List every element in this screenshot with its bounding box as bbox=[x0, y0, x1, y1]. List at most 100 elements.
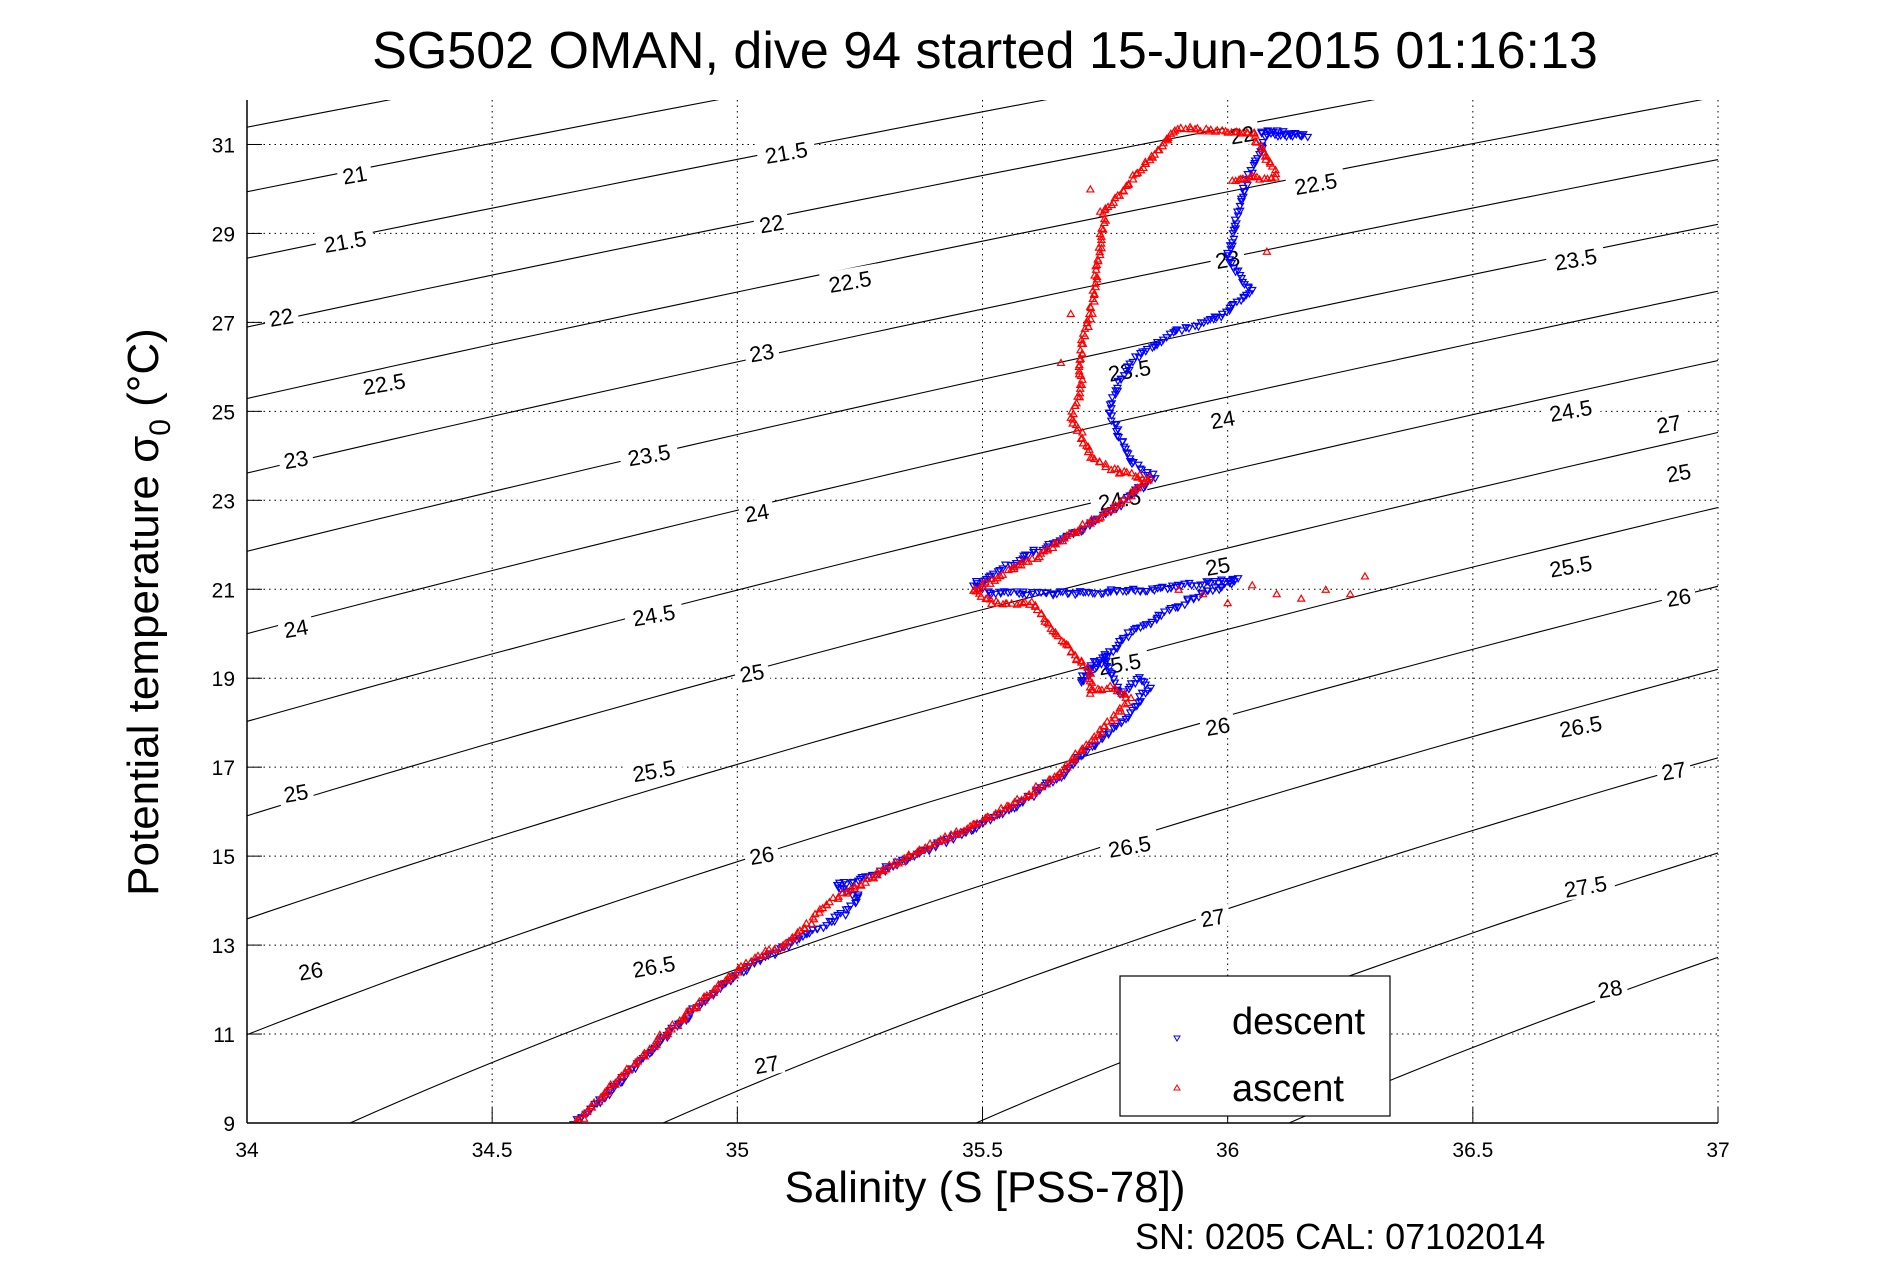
ascent-point bbox=[694, 996, 704, 1005]
y-axis-label-subscript: 0 bbox=[144, 419, 177, 436]
contour-label-background bbox=[1654, 754, 1693, 785]
ascent-point bbox=[833, 892, 844, 900]
descent-point bbox=[1094, 659, 1104, 668]
ascent-point bbox=[750, 953, 760, 961]
descent-point bbox=[813, 925, 823, 934]
ascent-point bbox=[610, 1080, 620, 1088]
contour-label: 23.5 bbox=[1544, 241, 1607, 276]
contour-label-text: 22 bbox=[267, 303, 295, 332]
ascent-point bbox=[1076, 524, 1086, 533]
ascent-point bbox=[1068, 418, 1078, 427]
ascent-point bbox=[1097, 223, 1107, 232]
ascent-point bbox=[1261, 155, 1271, 163]
isopycnal-line bbox=[247, 585, 1718, 1036]
contour-label-background bbox=[819, 263, 881, 298]
ascent-point bbox=[1062, 531, 1072, 539]
ascent-point bbox=[824, 897, 835, 906]
ascent-point bbox=[1118, 185, 1128, 194]
ascent-point bbox=[1059, 764, 1069, 773]
contour-label-background bbox=[1284, 165, 1347, 200]
y-tick-label: 25 bbox=[212, 401, 235, 424]
ascent-point bbox=[716, 979, 726, 988]
descent-point bbox=[1205, 580, 1215, 588]
ascent-point bbox=[1057, 636, 1067, 645]
descent-point bbox=[855, 875, 865, 884]
descent-point bbox=[1076, 679, 1087, 688]
descent-point bbox=[1150, 475, 1160, 483]
contour-label-background bbox=[1098, 828, 1160, 863]
descent-point bbox=[1223, 252, 1233, 260]
descent-point bbox=[1118, 634, 1128, 643]
ascent-point bbox=[1007, 598, 1017, 607]
ascent-point bbox=[1012, 599, 1022, 608]
descent-point bbox=[1247, 286, 1257, 295]
ascent-point bbox=[1163, 133, 1173, 141]
contour-label-text: 25 bbox=[738, 659, 766, 688]
y-axis-label-main: Potential temperature σ bbox=[119, 436, 168, 896]
ascent-point bbox=[1127, 468, 1137, 477]
ascent-point bbox=[940, 831, 950, 840]
descent-point bbox=[1107, 672, 1117, 680]
contour-label-text: 27 bbox=[1199, 903, 1227, 932]
descent-point bbox=[1203, 587, 1213, 596]
descent-point bbox=[1123, 714, 1133, 723]
descent-point bbox=[1148, 470, 1158, 479]
ascent-point bbox=[970, 819, 980, 828]
descent-point bbox=[1072, 589, 1082, 598]
descent-point bbox=[853, 891, 863, 900]
descent-point bbox=[1096, 660, 1106, 669]
ascent-point bbox=[1204, 126, 1214, 135]
contour-label: 27.5 bbox=[1554, 868, 1616, 903]
descent-point bbox=[1108, 648, 1118, 657]
descent-point bbox=[984, 573, 994, 582]
ascent-point bbox=[733, 963, 743, 972]
contour-label-text: 25 bbox=[282, 779, 310, 808]
ascent-point bbox=[1176, 123, 1186, 132]
ascent-point bbox=[977, 817, 987, 826]
contour-label: 23 bbox=[742, 336, 781, 367]
contour-label-background bbox=[622, 752, 685, 787]
descent-point bbox=[1116, 502, 1126, 511]
ascent-point bbox=[1088, 294, 1098, 302]
y-tick-label: 15 bbox=[212, 846, 235, 869]
descent-point bbox=[1189, 594, 1199, 603]
ascent-point bbox=[1071, 528, 1081, 537]
descent-point bbox=[1235, 202, 1245, 211]
ascent-point bbox=[1119, 466, 1129, 475]
ascent-point bbox=[801, 918, 811, 927]
ascent-point bbox=[1122, 698, 1133, 707]
ascent-point bbox=[1040, 614, 1050, 623]
ascent-point bbox=[1260, 151, 1270, 160]
isopycnal-line bbox=[247, 506, 1718, 920]
ascent-point bbox=[667, 1019, 677, 1028]
descent-point bbox=[1118, 438, 1128, 446]
ascent-point bbox=[828, 893, 838, 901]
ascent-point bbox=[925, 838, 935, 847]
descent-point bbox=[1197, 590, 1207, 599]
ascent-point bbox=[1087, 678, 1097, 686]
descent-point bbox=[684, 1015, 694, 1024]
ascent-point bbox=[1032, 554, 1042, 562]
contour-label-background bbox=[622, 948, 685, 983]
descent-point bbox=[1048, 590, 1058, 599]
descent-point bbox=[808, 926, 818, 935]
descent-point bbox=[1236, 297, 1246, 306]
y-tick-label: 19 bbox=[212, 668, 235, 691]
ascent-point bbox=[1085, 302, 1095, 310]
contour-label: 23 bbox=[276, 443, 315, 474]
contour-label: 22.5 bbox=[819, 263, 881, 298]
ascent-point bbox=[769, 944, 780, 953]
ascent-point bbox=[787, 932, 798, 941]
legend-ascent-label: ascent bbox=[1232, 1068, 1344, 1110]
contour-label-background bbox=[276, 777, 315, 807]
ascent-point bbox=[1087, 309, 1098, 317]
contour-label-background bbox=[755, 134, 817, 169]
descent-point bbox=[1225, 577, 1235, 586]
ascent-point bbox=[1066, 309, 1076, 318]
contour-label: 26 bbox=[1198, 710, 1237, 741]
descent-point bbox=[1228, 300, 1238, 309]
ascent-point bbox=[793, 927, 803, 936]
descent-point bbox=[1135, 587, 1145, 596]
descent-point bbox=[1104, 729, 1114, 738]
descent-point bbox=[884, 865, 894, 873]
